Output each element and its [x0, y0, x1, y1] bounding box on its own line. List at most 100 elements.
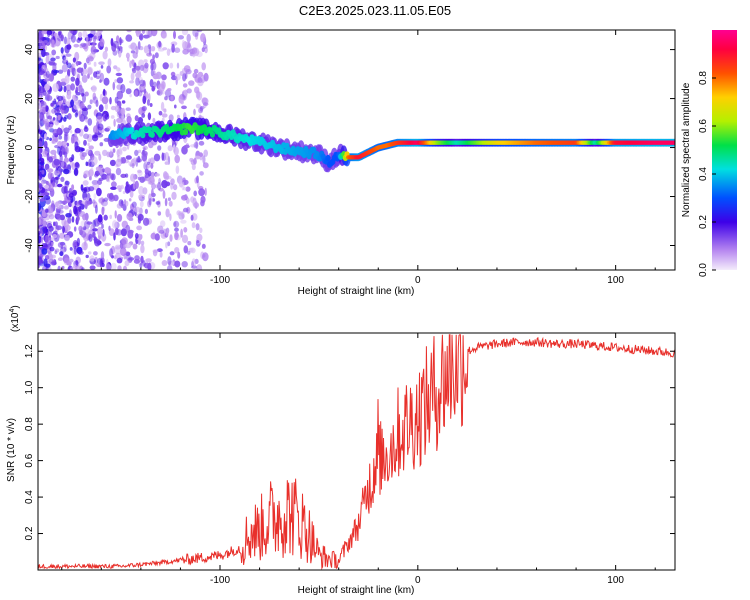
spectrogram-noise-cell — [78, 84, 83, 93]
spectrogram-noise-cell — [161, 113, 168, 118]
spectrogram-noise-cell — [113, 194, 119, 202]
spectrogram-noise-cell — [167, 88, 172, 92]
spectrogram-noise-cell — [185, 69, 192, 75]
spectrogram-noise-cell — [92, 199, 96, 204]
spectrogram-noise-cell — [39, 198, 45, 202]
spectrogram-noise-cell — [51, 138, 58, 144]
spectrogram-noise-cell — [167, 145, 173, 152]
spectrogram-noise-cell — [90, 167, 94, 173]
spectrogram-noise-cell — [61, 63, 68, 73]
spectrogram-noise-cell — [71, 216, 75, 223]
spectrogram-noise-cell — [114, 244, 121, 250]
spectrogram-noise-cell — [139, 200, 144, 208]
y-tick-label: 0 — [24, 144, 35, 150]
snr-y-multiplier-close: ) — [10, 305, 21, 308]
spectrogram-noise-cell — [59, 154, 63, 163]
spectrogram-noise-cell — [187, 241, 192, 246]
spectrogram-noise-cell — [39, 225, 47, 235]
spectrogram-noise-cell — [170, 71, 176, 77]
spectrogram-noise-cell — [57, 257, 63, 262]
spectrogram-noise-cell — [74, 200, 78, 206]
spectrogram-noise-cell — [204, 187, 207, 196]
spectrogram-noise-cell — [193, 158, 197, 165]
spectrogram-noise-cell — [63, 205, 69, 210]
spectrogram-noise-cell — [120, 83, 126, 94]
y-tick-label: -40 — [24, 238, 35, 253]
spectrogram-noise-cell — [51, 49, 57, 56]
spectrogram-noise-cell — [150, 162, 154, 169]
spectrogram-noise-cell — [112, 148, 116, 153]
spectrogram-noise-cell — [63, 157, 69, 163]
spectrogram-noise-cell — [71, 162, 76, 171]
spectrogram-noise-cell — [109, 192, 114, 200]
spectrogram-noise-cell — [202, 252, 209, 262]
spectrogram-noise-cell — [138, 35, 143, 40]
spectrogram-noise-cell — [47, 206, 54, 214]
spectrogram-noise-cell — [81, 152, 87, 157]
spectrogram-noise-cell — [173, 30, 176, 40]
spectrogram-noise-cell — [71, 184, 75, 191]
spectrogram-noise-cell — [76, 237, 81, 247]
spectrogram-noise-cell — [109, 248, 113, 258]
spectrogram-noise-cell — [191, 222, 196, 229]
spectrogram-noise-cell — [78, 250, 84, 255]
spectrogram-noise-cell — [109, 214, 112, 220]
spectrogram-noise-cell — [169, 213, 172, 221]
spectrogram-noise-cell — [157, 182, 162, 191]
spectrogram-noise-cell — [203, 72, 209, 82]
spectrogram-noise-cell — [57, 114, 61, 121]
spectrogram-noise-cell — [42, 236, 46, 241]
spectrogram-noise-cell — [182, 67, 188, 74]
y-tick-label: 0.8 — [24, 417, 35, 431]
spectrogram-noise-cell — [72, 63, 76, 68]
spectrogram-noise-cell — [65, 146, 69, 155]
spectrogram-noise-cell — [134, 149, 139, 156]
spectrogram-noise-cell — [39, 79, 43, 84]
spectrogram-noise-cell — [171, 191, 177, 200]
spectrogram-noise-cell — [117, 265, 122, 270]
spectrogram-noise-cell — [138, 185, 145, 196]
spectrogram-noise-cell — [63, 168, 70, 175]
spectrogram-noise-cell — [99, 258, 103, 268]
spectrogram-noise-cell — [190, 214, 194, 221]
spectrogram-noise-cell — [125, 107, 131, 111]
spectrogram-noise-cell — [97, 214, 103, 223]
spectrogram-noise-cell — [162, 62, 169, 70]
spectrogram-noise-cell — [174, 247, 180, 254]
spectrogram-noise-cell — [130, 72, 135, 81]
trace-core-cell — [129, 127, 135, 134]
spectrogram-noise-cell — [103, 214, 108, 221]
spectrogram-noise-cell — [78, 147, 84, 153]
spectrogram-noise-cell — [46, 122, 51, 131]
spectrogram-noise-cell — [137, 176, 142, 181]
spectrogram-noise-cell — [112, 40, 120, 48]
spectrogram-noise-cell — [143, 59, 148, 63]
spectrogram-noise-cell — [68, 90, 72, 96]
spectrogram-noise-cell — [48, 156, 53, 163]
spectrogram-noise-cell — [148, 170, 152, 177]
spectrogram-noise-cell — [109, 149, 113, 156]
spectrogram-noise-cell — [148, 141, 154, 149]
spectrogram-noise-cell — [70, 76, 76, 82]
spectrogram-noise-cell — [137, 213, 144, 221]
spectrogram-noise-cell — [50, 172, 54, 181]
spectrogram-noise-cell — [158, 40, 162, 48]
spectrogram-noise-cell — [83, 126, 89, 132]
spectrogram-noise-cell — [84, 91, 89, 97]
spectrogram-noise-cell — [91, 156, 98, 166]
spectrogram-noise-cell — [38, 248, 42, 256]
spectrogram-noise-cell — [80, 203, 85, 210]
spectrogram-noise-cell — [98, 104, 104, 113]
spectrogram-noise-cell — [91, 85, 97, 93]
spectrogram-noise-cell — [147, 262, 152, 270]
spectrogram-noise-cell — [124, 242, 132, 249]
spectrogram-noise-cell — [65, 164, 70, 169]
spectrogram-noise-cell — [121, 157, 127, 164]
spectrogram-noise-cell — [68, 192, 74, 198]
spectrogram-noise-cell — [114, 105, 120, 113]
spectrogram-noise-cell — [74, 127, 81, 134]
spectrogram-noise-cell — [45, 208, 49, 213]
spectrogram-noise-cell — [65, 213, 72, 218]
spectrogram-noise-cell — [163, 108, 167, 113]
spectrogram-noise-cell — [152, 198, 156, 202]
